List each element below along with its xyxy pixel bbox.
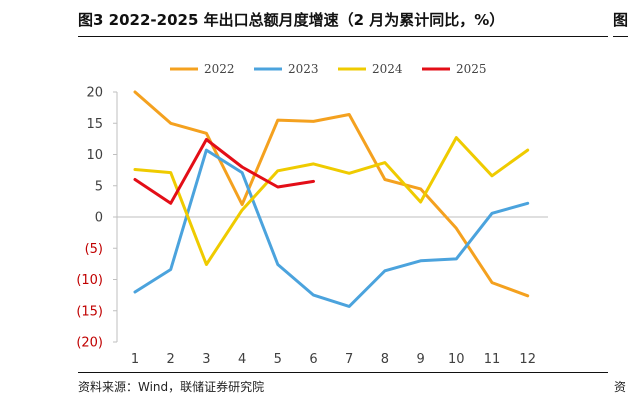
line-chart: 2022 2023 2024 2025 20151050(5)(10)(15)(20)… <box>76 62 548 367</box>
x-tick-label: 3 <box>202 352 210 367</box>
adjacent-figure-rule <box>613 36 628 37</box>
source-note: 资料来源：Wind，联储证券研究院 <box>78 380 265 394</box>
x-tick-label: 5 <box>274 352 282 367</box>
y-tick-label: 20 <box>86 86 103 101</box>
x-tick-label: 11 <box>484 352 501 367</box>
legend: 2022 2023 2024 2025 <box>170 62 487 76</box>
source-rule <box>78 372 608 373</box>
x-tick-label: 9 <box>416 352 424 367</box>
x-tick-label: 12 <box>519 352 536 367</box>
y-tick-label: (20) <box>76 336 103 351</box>
plot-area <box>133 90 530 308</box>
adjacent-figure-source-fragment: 资 <box>614 380 627 394</box>
x-tick-label: 4 <box>238 352 246 367</box>
y-tick-label: 0 <box>95 211 103 226</box>
y-tick-label: (15) <box>76 304 103 319</box>
legend-label-2023: 2023 <box>288 62 319 76</box>
series-line-2024 <box>133 136 530 266</box>
x-tick-label: 2 <box>167 352 175 367</box>
x-tick-label: 1 <box>131 352 139 367</box>
legend-label-2025: 2025 <box>456 62 487 76</box>
x-tick-label: 7 <box>345 352 353 367</box>
legend-label-2024: 2024 <box>372 62 403 76</box>
series-line-2025 <box>133 138 315 205</box>
title-rule <box>78 36 608 37</box>
y-tick-label: (10) <box>76 273 103 288</box>
x-tick-label: 8 <box>381 352 389 367</box>
legend-label-2022: 2022 <box>204 62 235 76</box>
y-tick-label: (5) <box>85 242 103 257</box>
series-line-2023 <box>133 148 530 308</box>
x-tick-label: 6 <box>309 352 317 367</box>
y-tick-label: 10 <box>86 148 103 163</box>
x-axis: 1 2 3 4 5 6 7 8 9 10 11 12 <box>117 216 548 367</box>
y-tick-label: 5 <box>95 179 103 194</box>
x-tick-label: 10 <box>448 352 465 367</box>
adjacent-figure-title-fragment: 图 <box>613 11 628 29</box>
y-tick-label: 15 <box>86 117 103 132</box>
figure-title: 图3 2022-2025 年出口总额月度增速（2 月为累计同比，%） <box>78 11 505 29</box>
series-line-2022 <box>133 90 530 298</box>
y-axis: 20 15 10 5 0 (5) (10) (15) (20) <box>76 86 118 351</box>
